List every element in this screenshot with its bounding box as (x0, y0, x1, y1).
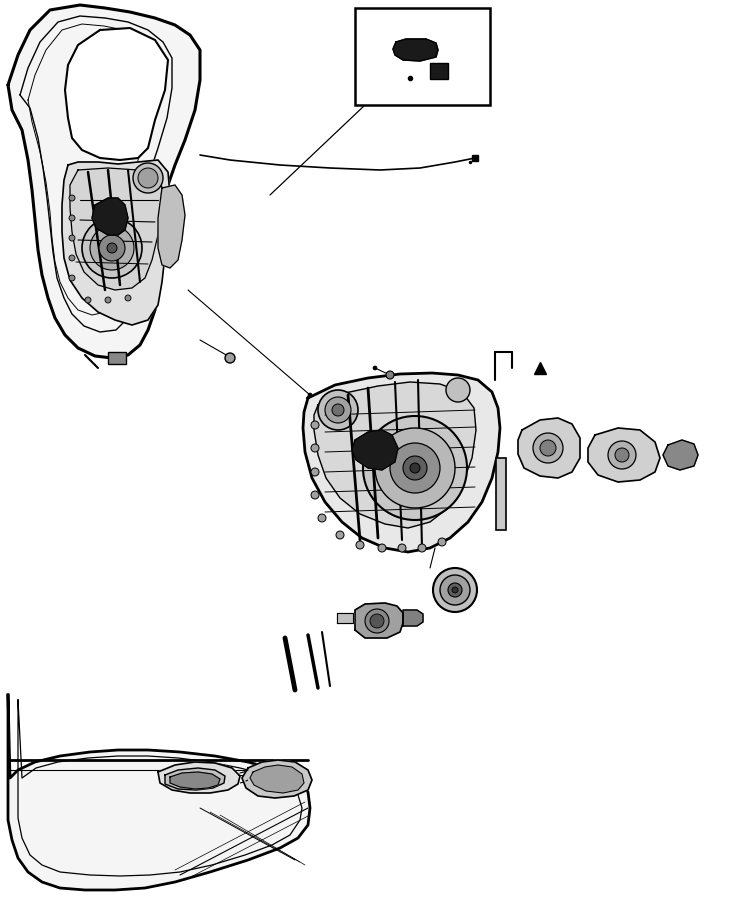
Circle shape (390, 443, 440, 493)
Circle shape (410, 463, 420, 473)
Polygon shape (314, 382, 476, 528)
Polygon shape (352, 430, 398, 470)
Circle shape (82, 218, 142, 278)
Circle shape (107, 243, 117, 253)
Circle shape (105, 297, 111, 303)
Circle shape (69, 275, 75, 281)
Polygon shape (355, 603, 403, 638)
Circle shape (318, 390, 358, 430)
Circle shape (85, 297, 91, 303)
Circle shape (533, 433, 563, 463)
Circle shape (311, 491, 319, 499)
Circle shape (448, 583, 462, 597)
Polygon shape (663, 440, 698, 470)
Circle shape (446, 378, 470, 402)
Polygon shape (8, 5, 200, 358)
Circle shape (125, 295, 131, 301)
Polygon shape (393, 39, 438, 61)
Circle shape (370, 614, 384, 628)
Circle shape (373, 366, 377, 370)
Polygon shape (65, 28, 168, 160)
Circle shape (69, 255, 75, 261)
Polygon shape (62, 160, 170, 325)
Polygon shape (158, 762, 240, 793)
Circle shape (403, 456, 427, 480)
Circle shape (440, 575, 470, 605)
Circle shape (318, 514, 326, 522)
Bar (496, 458, 506, 530)
Circle shape (398, 544, 406, 552)
Circle shape (308, 393, 312, 397)
Circle shape (363, 416, 467, 520)
Circle shape (99, 235, 125, 261)
Circle shape (452, 587, 458, 593)
Circle shape (438, 538, 446, 546)
Circle shape (378, 544, 386, 552)
Polygon shape (8, 695, 310, 890)
Circle shape (69, 235, 75, 241)
Circle shape (138, 168, 158, 188)
Bar (355, 8, 490, 105)
Polygon shape (588, 428, 660, 482)
Circle shape (332, 404, 344, 416)
Circle shape (311, 421, 319, 429)
Circle shape (356, 541, 364, 549)
Circle shape (615, 448, 629, 462)
Polygon shape (242, 760, 312, 798)
Polygon shape (170, 772, 220, 789)
Circle shape (311, 444, 319, 452)
Polygon shape (337, 613, 353, 623)
Circle shape (69, 195, 75, 201)
Circle shape (225, 353, 235, 363)
Polygon shape (250, 765, 304, 793)
Circle shape (90, 226, 134, 270)
Circle shape (325, 397, 351, 423)
Polygon shape (303, 373, 500, 552)
Circle shape (375, 428, 455, 508)
Polygon shape (518, 418, 580, 478)
Circle shape (69, 215, 75, 221)
Circle shape (386, 371, 394, 379)
Polygon shape (92, 198, 128, 235)
Polygon shape (403, 610, 423, 626)
Polygon shape (165, 768, 225, 790)
Polygon shape (158, 185, 185, 268)
Circle shape (418, 544, 426, 552)
Bar (430, 63, 448, 79)
Circle shape (540, 440, 556, 456)
Circle shape (311, 468, 319, 476)
Circle shape (336, 531, 344, 539)
Circle shape (365, 609, 389, 633)
Circle shape (133, 163, 163, 193)
Bar (108, 352, 126, 364)
Circle shape (433, 568, 477, 612)
Polygon shape (70, 168, 162, 290)
Circle shape (608, 441, 636, 469)
